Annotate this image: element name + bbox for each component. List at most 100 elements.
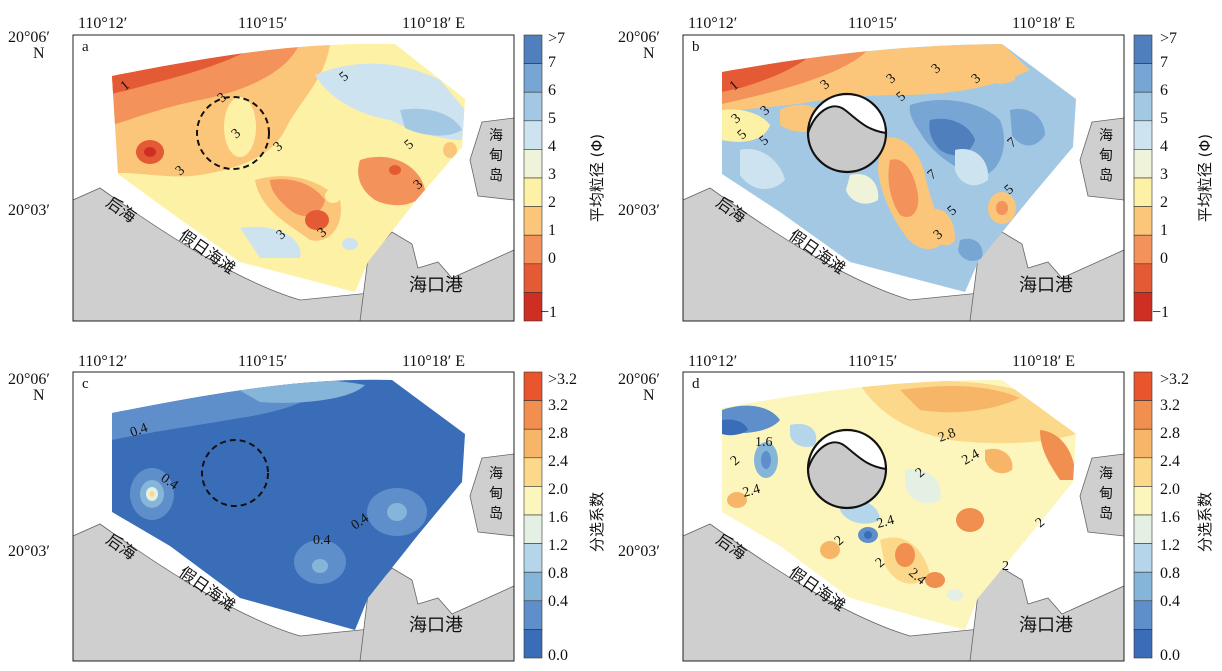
legend-tick: 1 bbox=[1160, 222, 1168, 239]
legend-tick: 2.4 bbox=[1160, 453, 1180, 470]
legend-swatch bbox=[523, 292, 543, 322]
legend-swatch bbox=[523, 571, 543, 602]
north-label: N bbox=[643, 387, 655, 404]
legend-swatch bbox=[1133, 63, 1153, 93]
contour-label: 1.6 bbox=[755, 435, 773, 450]
place-label-haidian: 岛 bbox=[489, 168, 503, 184]
coordinate-labels: 110°12′ 110°15′ 110°18′ E 20°06′ N 20°03… bbox=[618, 353, 1075, 560]
legend-swatch bbox=[1133, 457, 1153, 487]
legend-tick: 0.8 bbox=[1160, 565, 1180, 582]
legend-tick: 6 bbox=[1160, 82, 1168, 99]
panel-b: b 1 3 3 5 5 3 3 3 3 5 7 7 5 5 3 后海 假日海滩 … bbox=[618, 15, 1125, 322]
legend-swatch bbox=[523, 206, 543, 236]
legend-grain-a: >7 7 6 5 4 3 2 1 0 −1 平均粒径 (Φ) bbox=[523, 30, 606, 322]
legend-swatch bbox=[523, 543, 543, 573]
pit-outline bbox=[806, 92, 888, 174]
legend-title: 平均粒径 (Φ) bbox=[1196, 134, 1214, 222]
contour-label: 2.4 bbox=[875, 513, 896, 532]
legend-tick: 1.6 bbox=[1160, 509, 1180, 526]
legend-swatch bbox=[1133, 571, 1153, 602]
legend-swatch bbox=[1133, 91, 1153, 122]
legend-swatch bbox=[1133, 543, 1153, 573]
legend-swatch bbox=[523, 91, 543, 122]
lat-label: 20°06′ bbox=[618, 371, 660, 388]
legend-swatch bbox=[523, 514, 543, 544]
land bbox=[683, 453, 1124, 661]
panel-a: a 1 3 3 3 5 3 3 3 5 3 后海 假日海滩 海口港 海 甸 岛 … bbox=[8, 15, 515, 322]
legend-swatch bbox=[523, 234, 543, 265]
lat-label: 20°06′ bbox=[8, 371, 50, 388]
legend-swatch bbox=[1133, 400, 1153, 430]
legend-tick: >7 bbox=[548, 30, 565, 47]
land bbox=[73, 117, 514, 321]
place-label-haidian: 海 bbox=[1099, 128, 1113, 144]
legend-swatch bbox=[1133, 514, 1153, 544]
legend-ticks: >3.2 3.2 2.8 2.4 2.0 1.6 1.2 0.8 0.4 0.0 bbox=[548, 371, 577, 664]
legend-swatch bbox=[1133, 600, 1153, 630]
north-label: N bbox=[33, 387, 45, 404]
legend-title: 分选系数 bbox=[1196, 492, 1214, 552]
lon-label: 110°12′ bbox=[688, 353, 737, 370]
legend-tick: 4 bbox=[1160, 138, 1168, 155]
place-label-haidian: 岛 bbox=[489, 506, 503, 522]
legend-swatch bbox=[1133, 263, 1153, 293]
land bbox=[683, 117, 1124, 321]
legend-tick: 2.8 bbox=[548, 425, 568, 442]
legend-swatch bbox=[523, 629, 543, 659]
lat-label: 20°03′ bbox=[618, 543, 660, 560]
legend-swatch bbox=[523, 600, 543, 630]
legend-tick: 2 bbox=[1160, 194, 1168, 211]
legend-tick: 5 bbox=[1160, 110, 1168, 127]
legend-title: 平均粒径 (Φ) bbox=[588, 134, 606, 222]
north-label: N bbox=[33, 45, 45, 62]
legend-swatch bbox=[1133, 34, 1153, 64]
legend-sorting-c: >3.2 3.2 2.8 2.4 2.0 1.6 1.2 0.8 0.4 0.0… bbox=[523, 371, 606, 664]
contour-label: 2 bbox=[1002, 559, 1009, 574]
map-frame bbox=[72, 371, 515, 662]
legend-swatch bbox=[1133, 292, 1153, 322]
legend-tick: 1.2 bbox=[1160, 537, 1180, 554]
contour-label: 2.4 bbox=[741, 482, 762, 501]
legend-swatches bbox=[1133, 371, 1153, 659]
legend-tick: 2.0 bbox=[548, 481, 568, 498]
place-label-haidian: 海 bbox=[489, 128, 503, 144]
contour-label: 0.4 bbox=[313, 533, 331, 548]
lat-label: 20°03′ bbox=[8, 543, 50, 560]
place-label-haidian: 甸 bbox=[1099, 148, 1113, 164]
legend-swatch bbox=[523, 457, 543, 487]
legend-tick: 2.0 bbox=[1160, 481, 1180, 498]
place-label-haikou: 海口港 bbox=[1019, 615, 1073, 636]
legend-tick: −1 bbox=[1152, 304, 1169, 321]
lon-label: 110°15′ bbox=[848, 15, 897, 32]
place-label-haikou: 海口港 bbox=[409, 615, 463, 636]
legend-tick: 7 bbox=[1160, 54, 1168, 71]
map-frame bbox=[682, 34, 1125, 322]
legend-tick: 0 bbox=[548, 250, 556, 267]
dumped-pit-symbol bbox=[806, 92, 888, 174]
place-label-haikou: 海口港 bbox=[409, 275, 463, 296]
place-label-haidian: 海 bbox=[1099, 466, 1113, 482]
legend-tick: >3.2 bbox=[1160, 371, 1189, 388]
land bbox=[73, 453, 514, 661]
legend-swatch bbox=[1133, 206, 1153, 236]
legend-ticks: >7 7 6 5 4 3 2 1 0 −1 bbox=[1152, 30, 1177, 321]
place-label-haikou: 海口港 bbox=[1019, 275, 1073, 296]
legend-swatch bbox=[523, 177, 543, 207]
legend-swatch bbox=[523, 486, 543, 516]
legend-grain-b: >7 7 6 5 4 3 2 1 0 −1 平均粒径 (Φ) bbox=[1133, 30, 1214, 322]
north-label: N bbox=[643, 45, 655, 62]
legend-tick: 2.4 bbox=[548, 453, 568, 470]
legend-tick: 5 bbox=[548, 110, 556, 127]
dumping-area-dashed-circle bbox=[196, 96, 270, 170]
panel-letter: a bbox=[82, 39, 89, 55]
legend-tick: 1.6 bbox=[548, 509, 568, 526]
lon-label: 110°12′ bbox=[78, 15, 127, 32]
legend-tick: 0.8 bbox=[548, 565, 568, 582]
legend-swatches bbox=[523, 371, 543, 659]
legend-tick: 3.2 bbox=[1160, 397, 1180, 414]
lon-label: 110°18′ E bbox=[402, 353, 465, 370]
legend-swatch bbox=[523, 34, 543, 64]
lon-label: 110°15′ bbox=[238, 15, 287, 32]
legend-tick: 6 bbox=[548, 82, 556, 99]
place-label-haidian: 甸 bbox=[489, 486, 503, 502]
